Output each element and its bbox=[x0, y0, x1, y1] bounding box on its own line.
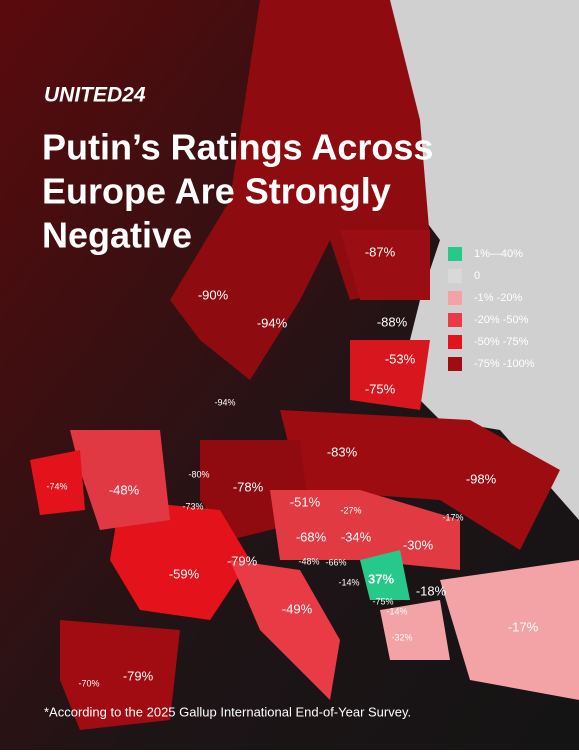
legend: 1%—40% 0 -1% -20% -20% -50% -50% -75% -75% -1… bbox=[448, 247, 535, 371]
region-labels: -87% -90% -94% -88% -53% -75% -94% -83% -98% -80%… bbox=[46, 244, 538, 688]
legend-swatch bbox=[448, 247, 462, 261]
legend-swatch bbox=[448, 357, 462, 371]
region-label: -87% bbox=[365, 244, 396, 259]
brand: UNITED24 bbox=[44, 84, 146, 107]
region-label: -34% bbox=[341, 529, 372, 544]
region-label: -98% bbox=[466, 471, 497, 486]
region-label: -75% bbox=[372, 596, 393, 606]
region-label: -30% bbox=[403, 537, 434, 552]
region-label: -14% bbox=[338, 577, 359, 587]
legend-label: -50% -75% bbox=[474, 336, 529, 348]
region-label: -66% bbox=[325, 557, 346, 567]
region-label: -48% bbox=[109, 482, 140, 497]
legend-label: 0 bbox=[474, 270, 480, 282]
region-label: -79% bbox=[123, 668, 154, 683]
title-line: Putin’s Ratings Across bbox=[42, 127, 433, 168]
region-label: -27% bbox=[340, 505, 361, 515]
legend-swatch bbox=[448, 335, 462, 349]
region-label: -17% bbox=[508, 619, 539, 634]
region-label: -75% bbox=[365, 381, 396, 396]
region-label: -49% bbox=[282, 601, 313, 616]
legend-swatch bbox=[448, 313, 462, 327]
legend-swatch bbox=[448, 291, 462, 305]
region-label: -18% bbox=[416, 583, 447, 598]
title-line: Negative bbox=[42, 215, 192, 256]
region-label: -68% bbox=[296, 529, 327, 544]
region-label: -32% bbox=[391, 632, 412, 642]
legend-label: -75% -100% bbox=[474, 358, 535, 370]
region-label: -94% bbox=[257, 315, 288, 330]
region-label: -80% bbox=[188, 469, 209, 479]
region-label: -48% bbox=[298, 556, 319, 566]
region-label: -14% bbox=[386, 606, 407, 616]
map-shapes bbox=[30, 0, 579, 730]
legend-swatch bbox=[448, 269, 462, 283]
region-label: -70% bbox=[78, 678, 99, 688]
region-label: -74% bbox=[46, 481, 67, 491]
region-label: 37% bbox=[368, 571, 394, 586]
legend-label: -20% -50% bbox=[474, 314, 529, 326]
region-label: -17% bbox=[442, 512, 463, 522]
region-label: -88% bbox=[377, 314, 408, 329]
region-label: -78% bbox=[233, 479, 264, 494]
legend-label: -1% -20% bbox=[474, 292, 523, 304]
region-label: -94% bbox=[214, 397, 235, 407]
region-label: -59% bbox=[169, 566, 200, 581]
region-label: -90% bbox=[198, 287, 229, 302]
legend-label: 1%—40% bbox=[474, 248, 523, 260]
region-label: -51% bbox=[290, 494, 321, 509]
region-label: -83% bbox=[327, 444, 358, 459]
region-label: -79% bbox=[227, 553, 258, 568]
title-line: Europe Are Strongly bbox=[42, 171, 391, 212]
footnote: *According to the 2025 Gallup Internatio… bbox=[44, 704, 411, 719]
region-label: -53% bbox=[385, 351, 416, 366]
region-label: -73% bbox=[182, 501, 203, 511]
